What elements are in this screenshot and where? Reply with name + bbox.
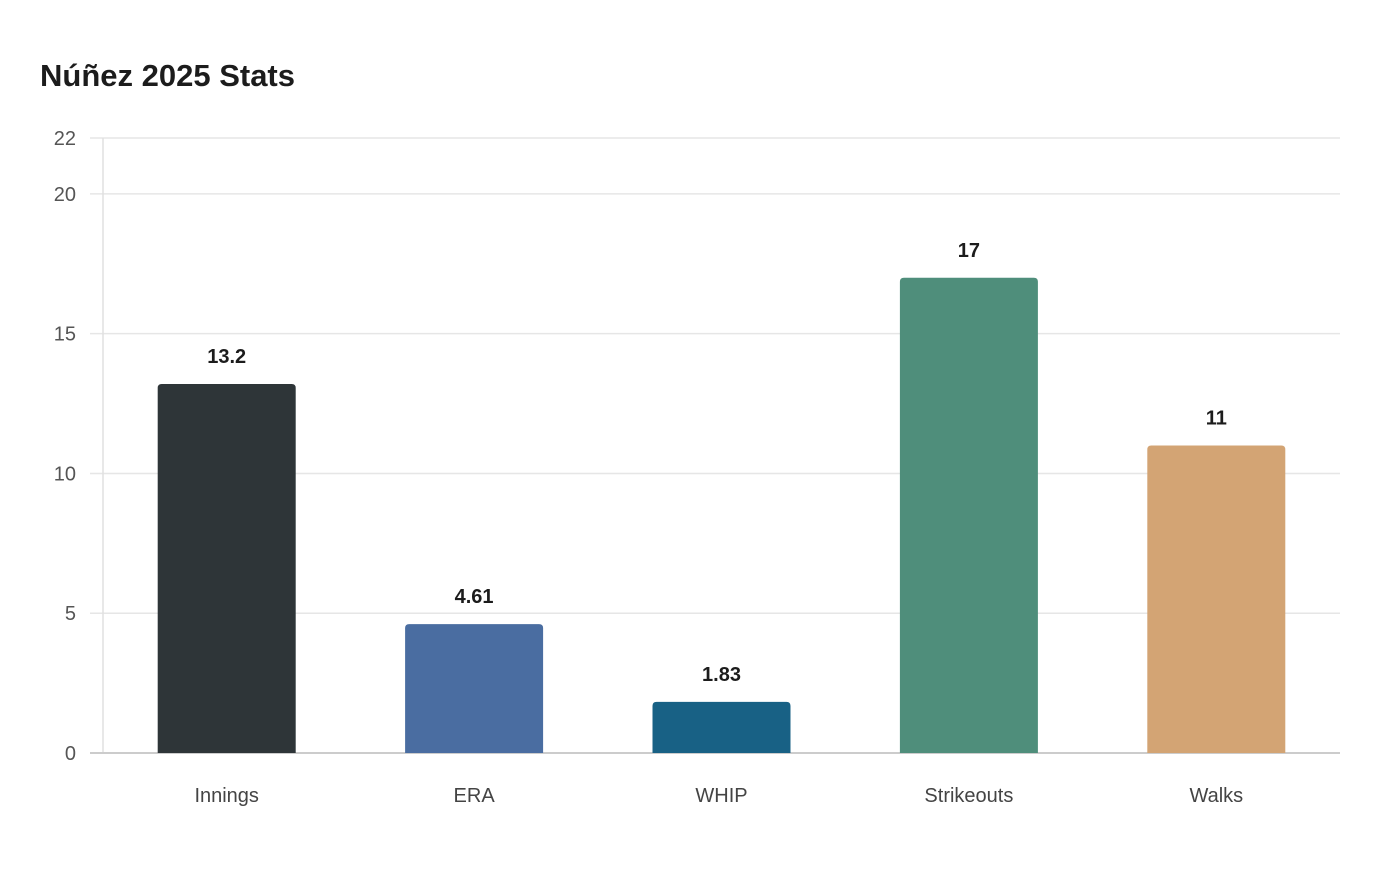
bar-innings <box>157 384 296 753</box>
y-tick-label: 15 <box>54 324 76 346</box>
value-label-walks: 11 <box>1206 408 1227 430</box>
bar-strikeouts <box>899 277 1038 753</box>
y-tick-label: 10 <box>54 463 76 485</box>
value-labels: 13.2 4.61 1.83 17 11 <box>207 240 1227 686</box>
value-label-era: 4.61 <box>455 586 494 608</box>
category-label-strikeouts: Strikeouts <box>924 785 1013 807</box>
category-labels: Innings ERA WHIP Strikeouts Walks <box>194 785 1243 807</box>
y-tick-label: 20 <box>54 184 76 206</box>
value-label-strikeouts: 17 <box>958 240 980 262</box>
gridlines <box>90 137 1340 614</box>
y-tick-label: 22 <box>54 128 76 150</box>
bars <box>157 277 1286 753</box>
category-label-innings: Innings <box>194 785 259 807</box>
y-tick-label: 0 <box>65 743 76 765</box>
value-label-whip: 1.83 <box>702 664 741 686</box>
value-label-innings: 13.2 <box>207 346 246 368</box>
category-label-whip: WHIP <box>695 785 747 807</box>
category-label-era: ERA <box>454 785 496 807</box>
chart-title: Núñez 2025 Stats <box>40 58 295 93</box>
bar-era <box>405 624 544 753</box>
bar-whip <box>652 701 791 753</box>
category-label-walks: Walks <box>1189 785 1243 807</box>
y-tick-label: 5 <box>65 603 76 625</box>
bar-walks <box>1147 445 1286 753</box>
y-tick-labels: 0 5 10 15 20 22 <box>54 128 76 765</box>
